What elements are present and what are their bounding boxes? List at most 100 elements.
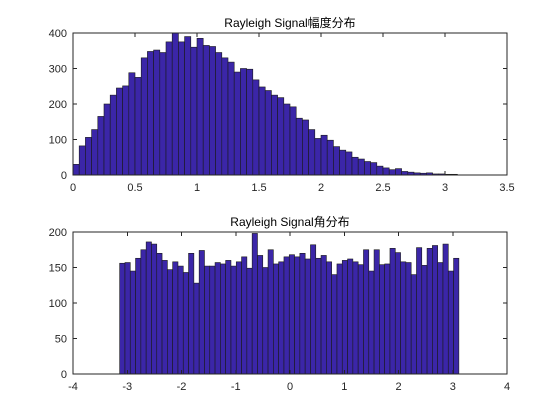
angle-histogram-bar [225, 260, 232, 375]
angle-histogram-bar [220, 263, 226, 375]
angle-histogram-bar [278, 261, 285, 375]
amplitude-histogram-bar [295, 117, 303, 176]
amplitude-y-tick-label: 0 [61, 170, 67, 182]
angle-histogram-bar [310, 244, 317, 375]
angle-histogram-bar [267, 249, 274, 375]
amplitude-histogram: 0 0.5 1 1.5 2 2.5 3 3.5 0 100 200 300 400 Rayleigh … [49, 15, 515, 194]
angle-histogram-bar [320, 255, 327, 375]
amplitude-histogram-bar [364, 161, 371, 176]
amplitude-histogram-bar [271, 94, 278, 176]
angle-histogram-bar [145, 241, 152, 375]
angle-histogram-bar [135, 257, 142, 375]
angle-histogram-bar [193, 282, 200, 375]
angle-histogram-bar [453, 257, 460, 375]
amplitude-histogram-bar [308, 129, 316, 176]
angle-histogram-bar [257, 255, 264, 375]
amplitude-histogram-bar [116, 87, 123, 176]
angle-x-ticks: -4 -3 -2 -1 0 1 2 3 4 [68, 232, 510, 393]
angle-histogram-bar [161, 260, 168, 375]
amplitude-histogram-bar [333, 146, 340, 176]
amplitude-x-ticks: 0 0.5 1 1.5 2 2.5 3 3.5 [70, 33, 515, 194]
amplitude-histogram-bar [395, 168, 402, 176]
angle-histogram-bar [198, 250, 205, 375]
angle-histogram-bar [188, 253, 195, 375]
angle-histogram-bar [357, 264, 364, 375]
angle-x-tick-label: 4 [504, 381, 510, 393]
amplitude-histogram-bar [128, 72, 136, 176]
amplitude-y-tick-label: 300 [49, 64, 67, 76]
angle-histogram-bar [140, 249, 147, 375]
angle-histogram-bar [241, 256, 248, 375]
amplitude-histogram-bar [184, 36, 192, 176]
angle-histogram-bar [283, 256, 290, 375]
angle-histogram-bar [379, 264, 385, 375]
amplitude-x-tick-label: 2.5 [375, 182, 390, 194]
angle-y-tick-label: 0 [61, 369, 67, 381]
amplitude-histogram-bar [314, 138, 322, 176]
amplitude-histogram-bar [258, 86, 266, 176]
angle-histogram-bar [373, 249, 380, 375]
amplitude-histogram-bar [326, 139, 334, 176]
angle-histogram-bar [363, 249, 370, 375]
amplitude-x-tick-label: 1 [194, 182, 200, 194]
angle-histogram: -4 -3 -2 -1 0 1 2 3 4 0 50 100 150 200 Rayleigh Sign… [49, 215, 510, 393]
amplitude-histogram-bar [140, 57, 148, 176]
angle-histogram-bar [288, 254, 295, 375]
amplitude-histogram-bar [376, 165, 384, 176]
amplitude-histogram-bar [302, 119, 309, 176]
angle-histogram-bar [262, 267, 269, 375]
amplitude-histogram-bar [122, 85, 130, 176]
amplitude-histogram-bar [277, 97, 285, 176]
amplitude-histogram-bar [72, 164, 80, 176]
angle-histogram-bar [384, 263, 391, 375]
amplitude-histogram-bar [252, 79, 260, 176]
amplitude-x-tick-label: 0 [70, 182, 76, 194]
angle-histogram-bar [129, 270, 136, 375]
amplitude-histogram-bar [246, 68, 254, 176]
amplitude-histogram-bar [196, 38, 204, 176]
angle-histogram-bar [246, 267, 253, 375]
amplitude-histogram-bar [202, 45, 210, 176]
angle-histogram-bar [421, 265, 428, 375]
angle-histogram-bar [230, 265, 237, 375]
angle-histogram-bar [304, 258, 311, 375]
angle-histogram-bar [326, 261, 332, 375]
amplitude-y-ticks: 0 100 200 300 400 [49, 28, 507, 182]
amplitude-histogram-bar [351, 156, 359, 176]
amplitude-y-tick-label: 200 [49, 99, 67, 111]
angle-x-tick-label: -4 [68, 381, 78, 393]
angle-x-tick-label: -1 [231, 381, 241, 393]
angle-histogram-bar [389, 248, 396, 375]
amplitude-axes-box [72, 32, 508, 176]
angle-histogram-bar [299, 253, 306, 375]
angle-x-tick-label: -2 [177, 381, 187, 393]
amplitude-histogram-bar [85, 137, 92, 176]
angle-histogram-bar [347, 258, 354, 375]
angle-histogram-bar [294, 256, 301, 375]
angle-histogram-bar [447, 270, 454, 375]
angle-histogram-bar [394, 252, 401, 375]
amplitude-histogram-bar [91, 129, 99, 176]
amplitude-histogram-bar [215, 52, 223, 176]
amplitude-histogram-bar [153, 49, 161, 176]
amplitude-histogram-bar [345, 151, 353, 176]
angle-histogram-bar [119, 262, 126, 375]
amplitude-histogram-bar [78, 145, 86, 176]
amplitude-histogram-bar [221, 57, 229, 176]
amplitude-histogram-bar [388, 169, 396, 176]
angle-histogram-bar [410, 274, 417, 375]
angle-histogram-bar [209, 265, 216, 375]
angle-histogram-bar [416, 247, 423, 375]
angle-histogram-bar [331, 274, 338, 375]
amplitude-x-tick-label: 3.5 [499, 182, 514, 194]
amplitude-x-tick-label: 0.5 [127, 182, 142, 194]
angle-x-tick-label: 0 [287, 381, 293, 393]
angle-histogram-bar [156, 253, 163, 375]
angle-histogram-bar [400, 261, 407, 375]
angle-histogram-bar [151, 243, 158, 375]
amplitude-histogram-bar [320, 134, 328, 176]
angle-x-tick-label: 2 [395, 381, 401, 393]
angle-histogram-bar [336, 263, 343, 375]
amplitude-histogram-bar [401, 171, 409, 176]
amplitude-histogram-bar [370, 162, 378, 176]
